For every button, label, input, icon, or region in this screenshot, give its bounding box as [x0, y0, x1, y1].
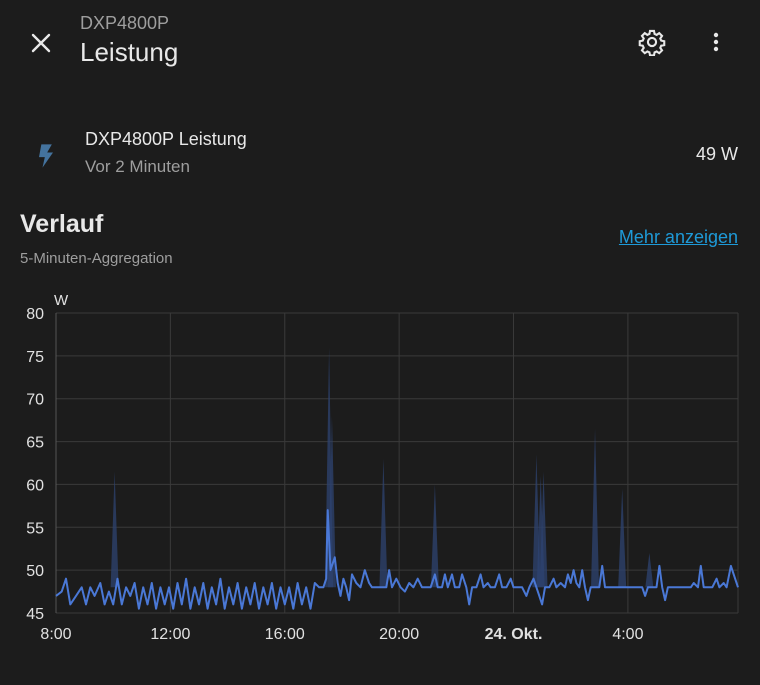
history-subtitle: 5-Minuten-Aggregation	[20, 250, 173, 267]
lightning-bolt-icon	[39, 144, 53, 168]
close-icon	[31, 33, 51, 53]
power-series-line	[55, 509, 739, 610]
history-title: Verlauf	[20, 210, 104, 238]
close-button[interactable]	[22, 24, 60, 62]
show-more-link[interactable]: Mehr anzeigen	[618, 227, 738, 247]
entity-last-changed: Vor 2 Minuten	[85, 157, 190, 176]
max-band-peak	[430, 484, 439, 588]
x-tick-label: 24. Okt.	[485, 626, 543, 643]
more-vertical-icon	[713, 32, 719, 52]
x-tick-label: 12:00	[150, 626, 190, 643]
settings-button[interactable]	[633, 23, 671, 61]
chart-grid	[55, 312, 739, 614]
entity-name: DXP4800P Leistung	[85, 129, 247, 149]
y-tick-label: 70	[26, 392, 44, 409]
y-tick-label: 60	[26, 477, 44, 494]
y-tick-label: 50	[26, 563, 44, 580]
gear-icon	[638, 29, 666, 56]
x-tick-label: 8:00	[40, 626, 71, 643]
dialog-title: Leistung	[80, 37, 179, 67]
y-unit-label: W	[54, 292, 69, 309]
entity-state: 49 W	[695, 144, 738, 164]
x-tick-label: 4:00	[612, 626, 643, 643]
chart-labels: 80 75 70 65 60 55 50 45 8:00 12:00 16:00 20:00 24. O…	[26, 292, 643, 643]
y-tick-label: 45	[26, 606, 44, 623]
max-band-peak	[645, 553, 654, 588]
chart-series	[55, 509, 739, 610]
x-tick-label: 20:00	[379, 626, 419, 643]
dialog-subtitle: DXP4800P	[80, 13, 170, 33]
x-tick-label: 16:00	[265, 626, 305, 643]
entity-row[interactable]: DXP4800P Leistung Vor 2 Minuten 49 W	[20, 122, 740, 186]
max-band-peak	[539, 471, 548, 588]
history-chart[interactable]: 80 75 70 65 60 55 50 45 8:00 12:00 16:00 20:00 24. O…	[0, 285, 760, 645]
y-tick-label: 80	[26, 306, 44, 323]
max-band-peak	[379, 458, 388, 588]
max-band-peak	[618, 488, 627, 588]
max-band-peak	[110, 471, 119, 588]
y-tick-label: 65	[26, 435, 44, 452]
y-tick-label: 55	[26, 520, 44, 537]
y-tick-label: 75	[26, 349, 44, 366]
chart-max-band	[110, 347, 654, 588]
max-band-peak	[591, 428, 600, 588]
more-options-button[interactable]	[697, 23, 735, 61]
